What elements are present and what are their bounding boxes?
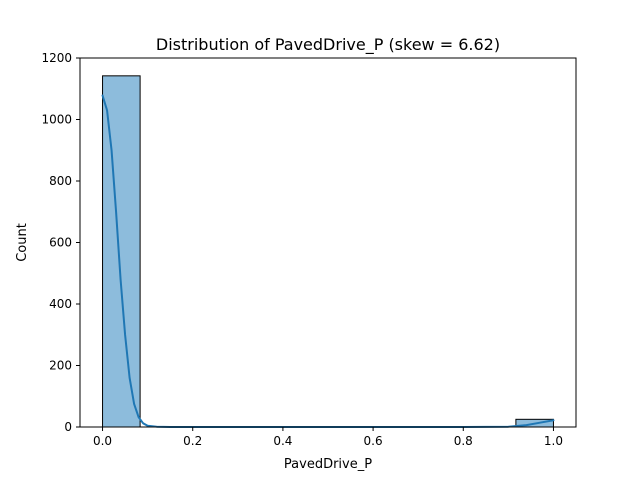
- y-axis-label: Count: [15, 223, 30, 262]
- y-axis: 0 200 400 600 800 1000 1200: [41, 51, 80, 434]
- x-tick-label-0: 0.0: [93, 434, 112, 448]
- x-tick-label-2: 0.4: [273, 434, 292, 448]
- y-tick-label-6: 1200: [41, 51, 72, 65]
- x-tick-label-1: 0.2: [183, 434, 202, 448]
- chart-title: Distribution of PavedDrive_P (skew = 6.6…: [156, 35, 500, 55]
- x-tick-label-4: 0.8: [454, 434, 473, 448]
- y-tick-label-1: 200: [49, 359, 72, 373]
- x-axis: 0.0 0.2 0.4 0.6 0.8 1.0: [93, 427, 563, 448]
- y-tick-label-0: 0: [64, 420, 72, 434]
- x-tick-label-3: 0.6: [364, 434, 383, 448]
- y-tick-label-3: 600: [49, 236, 72, 250]
- plot-frame: [79, 57, 577, 428]
- y-tick-label-5: 1000: [41, 113, 72, 127]
- x-axis-label: PavedDrive_P: [284, 457, 372, 472]
- x-tick-label-5: 1.0: [544, 434, 563, 448]
- y-tick-label-4: 800: [49, 174, 72, 188]
- y-tick-label-2: 400: [49, 297, 72, 311]
